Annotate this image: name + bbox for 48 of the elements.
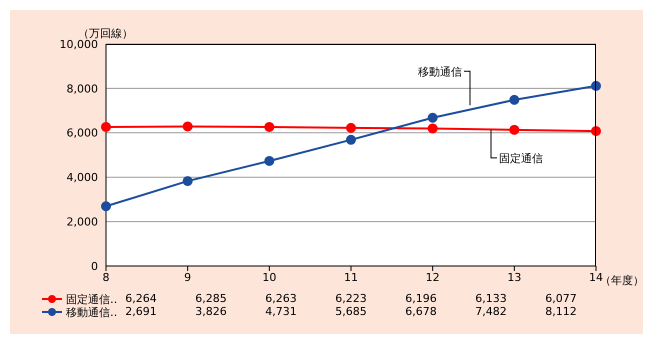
data-label: 3,826 bbox=[194, 305, 228, 318]
x-tick-label: 8 bbox=[102, 270, 110, 284]
point bbox=[182, 176, 193, 186]
point bbox=[264, 122, 274, 132]
point bbox=[591, 126, 601, 136]
data-label: 6,678 bbox=[404, 305, 438, 318]
text: 移動通信 bbox=[418, 65, 462, 78]
data-label: 6,223 bbox=[334, 292, 368, 305]
data-label: 5,685 bbox=[334, 305, 368, 318]
data-label: 6,196 bbox=[404, 292, 438, 305]
data-label: 2,691 bbox=[125, 305, 157, 318]
data-label: 6,133 bbox=[474, 292, 508, 305]
point bbox=[346, 122, 356, 133]
y-tick-label: 0 bbox=[91, 260, 98, 273]
y-tick-label: 4,000 bbox=[66, 171, 98, 184]
x-tick-label: 9 bbox=[184, 270, 192, 284]
text: 固定通信 bbox=[499, 152, 543, 165]
point bbox=[428, 112, 438, 123]
y-tick-label: 10,000 bbox=[60, 38, 98, 51]
data-label: 4,731 bbox=[264, 305, 298, 318]
data-label: 6,285 bbox=[194, 292, 228, 305]
point bbox=[591, 80, 601, 91]
data-label: 6,263 bbox=[264, 292, 298, 305]
point bbox=[101, 201, 111, 212]
x-tick-label: 12 bbox=[426, 270, 440, 284]
x-tick-label: 14 bbox=[589, 270, 603, 284]
y-tick-label: 8,000 bbox=[66, 82, 98, 96]
x-tick-label: 10 bbox=[262, 270, 276, 284]
point bbox=[264, 156, 274, 166]
x-tick-label: 11 bbox=[344, 270, 358, 284]
point bbox=[428, 123, 438, 134]
point bbox=[346, 134, 356, 145]
data-label: 6,077 bbox=[544, 292, 578, 305]
data-label: 8,112 bbox=[544, 305, 578, 318]
text: ‥ bbox=[110, 306, 118, 319]
y-axis-title: （万回線） bbox=[78, 26, 133, 40]
point bbox=[182, 121, 193, 132]
legend-label: 移動通信 bbox=[66, 306, 110, 319]
point bbox=[101, 122, 111, 132]
data-label: 6,264 bbox=[125, 292, 157, 305]
point bbox=[509, 124, 520, 135]
data-label: 7,482 bbox=[474, 305, 508, 318]
legend-label: 固定通信 bbox=[66, 293, 110, 306]
point bbox=[509, 94, 520, 105]
text: ‥ bbox=[110, 293, 118, 306]
y-tick-label: 2,000 bbox=[66, 216, 98, 229]
y-tick-label: 6,000 bbox=[66, 126, 98, 140]
x-tick-label: 13 bbox=[507, 270, 522, 284]
